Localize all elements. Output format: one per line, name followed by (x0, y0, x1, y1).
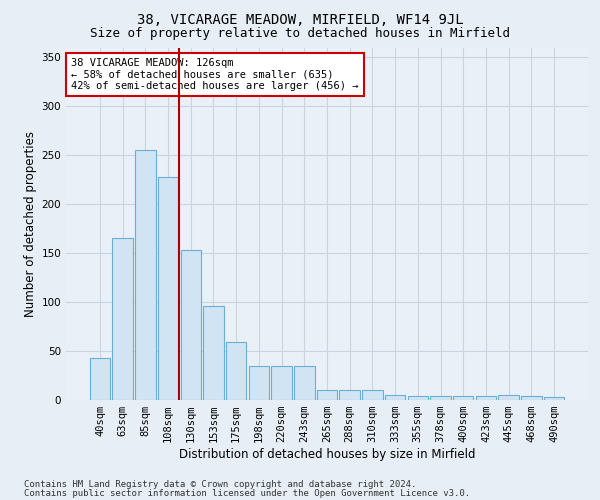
Bar (158, 177, 178, 400)
Bar (544, 397, 564, 400)
Y-axis label: Number of detached properties: Number of detached properties (24, 130, 37, 317)
Bar (90, 358, 110, 400)
Text: Contains public sector information licensed under the Open Government Licence v3: Contains public sector information licen… (24, 488, 470, 498)
Bar (499, 395, 519, 400)
Bar (112, 238, 133, 400)
Bar (453, 396, 473, 400)
X-axis label: Distribution of detached houses by size in Mirfield: Distribution of detached houses by size … (179, 448, 475, 461)
Bar (271, 366, 292, 400)
Bar (407, 396, 428, 400)
Bar (294, 366, 314, 400)
Bar (226, 342, 247, 400)
Bar (476, 396, 496, 400)
Bar (385, 395, 406, 400)
Bar (181, 250, 201, 400)
Bar (317, 390, 337, 400)
Text: Contains HM Land Registry data © Crown copyright and database right 2024.: Contains HM Land Registry data © Crown c… (24, 480, 416, 489)
Bar (248, 366, 269, 400)
Bar (521, 396, 542, 400)
Bar (135, 150, 155, 400)
Bar (430, 396, 451, 400)
Text: 38 VICARAGE MEADOW: 126sqm
← 58% of detached houses are smaller (635)
42% of sem: 38 VICARAGE MEADOW: 126sqm ← 58% of deta… (71, 58, 359, 92)
Bar (203, 306, 224, 400)
Text: Size of property relative to detached houses in Mirfield: Size of property relative to detached ho… (90, 28, 510, 40)
Bar (340, 390, 360, 400)
Bar (362, 390, 383, 400)
Text: 38, VICARAGE MEADOW, MIRFIELD, WF14 9JL: 38, VICARAGE MEADOW, MIRFIELD, WF14 9JL (137, 12, 463, 26)
